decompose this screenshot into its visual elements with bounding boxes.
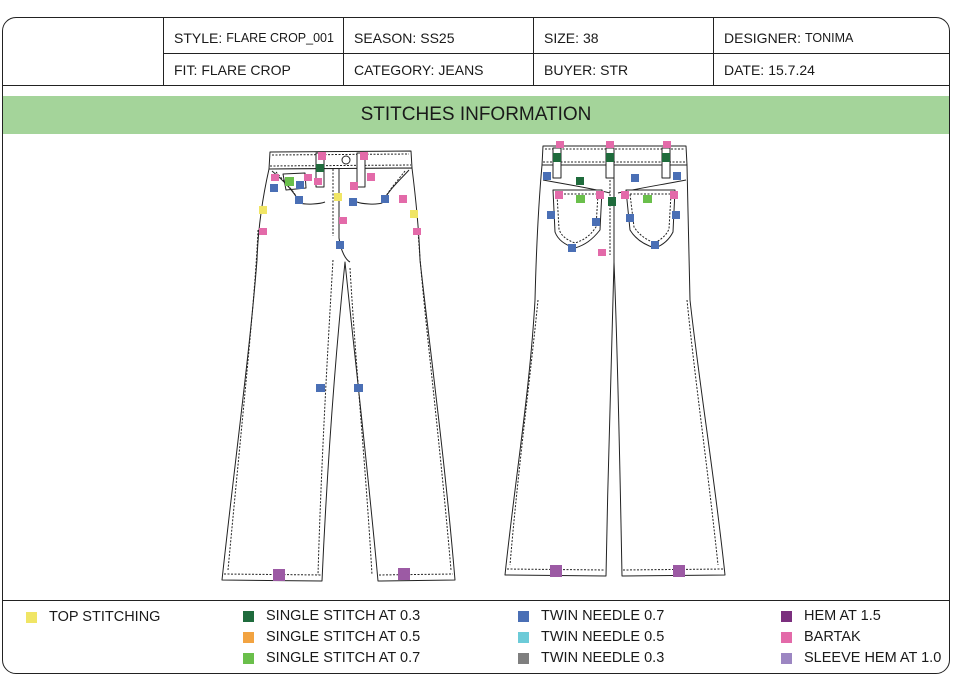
legend-item: TWIN NEEDLE 0.5 [518,628,664,646]
legend-swatch [243,631,254,643]
buyer-key: BUYER: [544,61,597,78]
tech-sheet-frame [2,17,950,674]
legend-label: SINGLE STITCH AT 0.7 [266,650,421,666]
designer-key: DESIGNER: [724,29,802,46]
legend-swatch [781,610,792,622]
front-stitch-markers [259,152,421,581]
fit-field: FIT: FLARE CROP [164,53,343,86]
size-field: SIZE: 38 [534,21,713,54]
legend-item: TOP STITCHING [26,608,160,626]
category-key: CATEGORY: [354,61,435,78]
size-value: 38 [583,29,599,46]
header-mid-rule [163,53,949,54]
legend-item: TWIN NEEDLE 0.7 [518,607,664,625]
legend-swatch [518,610,529,622]
fit-value: FLARE CROP [201,61,291,78]
date-value: 15.7.24 [768,61,815,78]
legend-item: TWIN NEEDLE 0.3 [518,649,664,667]
designer-value: TONIMA [805,30,854,45]
category-field: CATEGORY: JEANS [344,53,533,86]
header-cell-size-buyer: SIZE: 38 BUYER: STR [533,18,713,85]
size-key: SIZE: [544,29,580,46]
legend-label: TWIN NEEDLE 0.7 [541,608,665,624]
style-value: FLARE CROP_001 [226,30,334,45]
legend-label: TWIN NEEDLE 0.3 [541,650,665,666]
legend-item: SINGLE STITCH AT 0.7 [243,649,420,667]
designer-field: DESIGNER: TONIMA [714,21,949,54]
date-key: DATE: [724,61,765,78]
legend-label: SINGLE STITCH AT 0.5 [266,629,421,645]
header-cell-style-fit: STYLE: FLARE CROP_001 FIT: FLARE CROP [163,18,343,85]
legend-item: SLEEVE HEM AT 1.0 [781,649,941,667]
legend-label: HEM AT 1.5 [804,608,881,624]
back-stitch-markers [543,141,685,577]
season-field: SEASON: SS25 [344,21,533,54]
season-key: SEASON: [354,29,417,46]
legend-label: TOP STITCHING [49,609,161,625]
style-field: STYLE: FLARE CROP_001 [164,21,343,54]
legend-swatch [518,652,529,664]
header-bottom-rule [3,85,949,86]
section-title: STITCHES INFORMATION [360,104,592,125]
style-key: STYLE: [174,29,223,46]
legend-swatch [518,631,529,643]
fit-key: FIT: [174,61,198,78]
legend-swatch [781,652,792,664]
legend-item: SINGLE STITCH AT 0.5 [243,628,420,646]
season-value: SS25 [420,29,455,46]
legend-label: SLEEVE HEM AT 1.0 [804,650,942,666]
section-title-band: STITCHES INFORMATION [3,96,949,134]
back-view-jeans [504,145,726,577]
legend-label: SINGLE STITCH AT 0.3 [266,608,421,624]
category-value: JEANS [438,61,484,78]
legend-label: TWIN NEEDLE 0.5 [541,629,665,645]
legend-label: BARTAK [804,629,861,645]
legend-swatch [781,631,792,643]
legend-swatch [243,610,254,622]
legend-item: BARTAK [781,628,861,646]
legend-swatch [26,611,37,623]
legend-item: HEM AT 1.5 [781,607,881,625]
date-field: DATE: 15.7.24 [714,53,949,86]
buyer-field: BUYER: STR [534,53,713,86]
legend-top-rule [3,600,949,601]
legend-item: SINGLE STITCH AT 0.3 [243,607,420,625]
header-cell-designer-date: DESIGNER: TONIMA DATE: 15.7.24 [713,18,949,85]
front-view-jeans [221,150,456,582]
legend-swatch [243,652,254,664]
buyer-value: STR [600,61,629,78]
header-cell-season-category: SEASON: SS25 CATEGORY: JEANS [343,18,533,85]
